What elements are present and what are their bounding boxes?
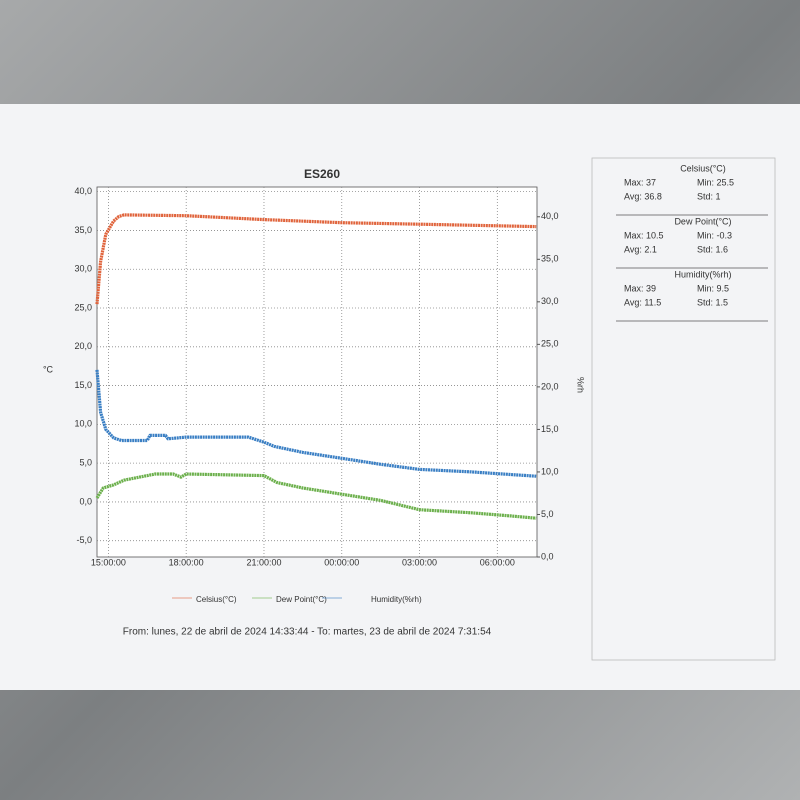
stats-item: Max: 37 [624, 177, 656, 187]
x-tick-label: 06:00:00 [480, 557, 515, 567]
stats-item: Std: 1 [697, 191, 721, 201]
stats-item: Min: -0.3 [697, 230, 732, 240]
stats-item: Std: 1.6 [697, 244, 728, 254]
y2-tick-label: 40,0 [541, 211, 559, 221]
x-tick-label: 18:00:00 [169, 557, 204, 567]
stats-item: Min: 25.5 [697, 177, 734, 187]
y-tick-label: 20,0 [74, 341, 92, 351]
legend-label: Dew Point(°C) [276, 595, 327, 604]
y-axis-label: °C [43, 364, 54, 374]
series-line [95, 369, 537, 478]
x-tick-label: 21:00:00 [246, 557, 281, 567]
stats-title: Humidity(%rh) [674, 269, 731, 279]
y-tick-label: 0,0 [79, 496, 92, 506]
stats-item: Min: 9.5 [697, 283, 729, 293]
x-tick-label: 15:00:00 [91, 557, 126, 567]
subtitle: From: lunes, 22 de abril de 2024 14:33:4… [123, 627, 492, 638]
series-line [95, 472, 537, 520]
y2-tick-label: 30,0 [541, 296, 559, 306]
y2-tick-label: 20,0 [541, 381, 559, 391]
x-tick-label: 03:00:00 [402, 557, 437, 567]
y-tick-label: 15,0 [74, 380, 92, 390]
stats-title: Celsius(°C) [680, 163, 726, 173]
stats-item: Avg: 2.1 [624, 244, 657, 254]
stats-item: Avg: 36.8 [624, 191, 662, 201]
stats-item: Std: 1.5 [697, 297, 728, 307]
y2-tick-label: 5,0 [541, 509, 554, 519]
y2-tick-label: 15,0 [541, 424, 559, 434]
stats-item: Max: 39 [624, 283, 656, 293]
y2-tick-label: 0,0 [541, 551, 554, 561]
stats-item: Max: 10.5 [624, 230, 664, 240]
y2-axis-label: %rh [576, 377, 586, 393]
y-tick-label: 35,0 [74, 225, 92, 235]
y2-tick-label: 10,0 [541, 466, 559, 476]
y2-tick-label: 25,0 [541, 339, 559, 349]
series-line [95, 213, 537, 305]
stats-item: Avg: 11.5 [624, 297, 661, 307]
y2-tick-label: 35,0 [541, 254, 559, 264]
stats-title: Dew Point(°C) [674, 216, 731, 226]
stats-panel [591, 157, 776, 661]
y-tick-label: 30,0 [74, 264, 92, 274]
chart-title: ES260 [304, 167, 340, 181]
plot-area [96, 186, 538, 558]
x-tick-label: 00:00:00 [324, 557, 359, 567]
y-tick-label: 5,0 [79, 458, 92, 468]
legend-label: Celsius(°C) [196, 595, 237, 604]
y-tick-label: -5,0 [76, 535, 92, 545]
y-tick-label: 10,0 [74, 419, 92, 429]
y-tick-label: 25,0 [74, 302, 92, 312]
legend-label: Humidity(%rh) [371, 595, 422, 604]
y-tick-label: 40,0 [74, 186, 92, 196]
